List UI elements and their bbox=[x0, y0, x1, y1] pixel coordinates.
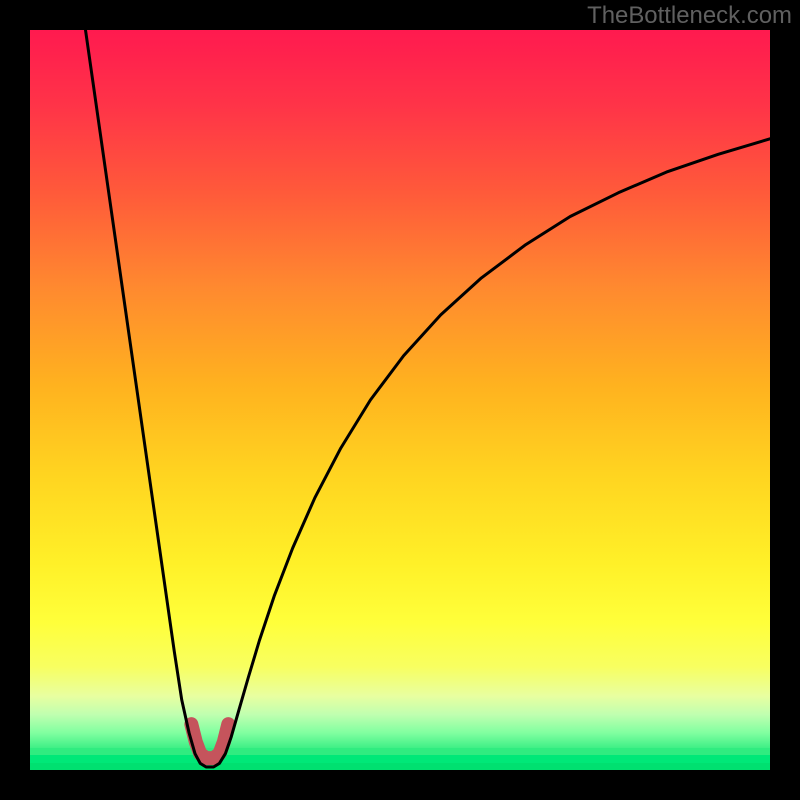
curve-layer bbox=[30, 30, 770, 770]
minimum-marker-path bbox=[191, 724, 228, 758]
watermark-text: TheBottleneck.com bbox=[587, 2, 792, 30]
plot-area bbox=[30, 30, 770, 770]
bottleneck-curve bbox=[86, 30, 771, 767]
canvas-frame: TheBottleneck.com bbox=[0, 0, 800, 800]
